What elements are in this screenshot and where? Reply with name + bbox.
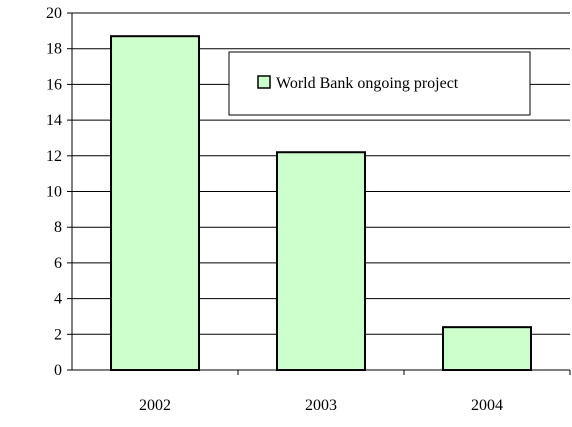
bar-2004 xyxy=(442,326,532,372)
y-tick-label: 4 xyxy=(54,291,62,308)
y-tick-label: 10 xyxy=(46,184,62,201)
y-tick-label: 2 xyxy=(54,326,62,343)
x-tick-label: 2002 xyxy=(139,397,171,414)
y-tick-label: 6 xyxy=(54,255,62,272)
x-tick-labels: 2002 2003 2004 xyxy=(139,370,571,414)
y-tick-label: 12 xyxy=(46,148,62,165)
y-tick-label: 18 xyxy=(46,41,62,58)
bar-2003 xyxy=(276,151,366,371)
y-tick-label: 0 xyxy=(54,362,62,379)
legend-box xyxy=(228,51,531,116)
legend: World Bank ongoing project xyxy=(228,51,531,116)
x-tick-label: 2003 xyxy=(305,397,337,414)
y-tick-label: 20 xyxy=(46,5,62,22)
legend-swatch xyxy=(257,75,271,89)
x-tick-label: 2004 xyxy=(471,397,503,414)
y-tick-label: 16 xyxy=(46,76,62,93)
y-tick-labels: 0 2 4 6 8 10 12 14 16 18 20 xyxy=(46,5,72,379)
y-tick-label: 8 xyxy=(54,219,62,236)
bar-2002 xyxy=(110,35,200,372)
y-tick-label: 14 xyxy=(46,112,62,129)
legend-label: World Bank ongoing project xyxy=(276,75,459,92)
